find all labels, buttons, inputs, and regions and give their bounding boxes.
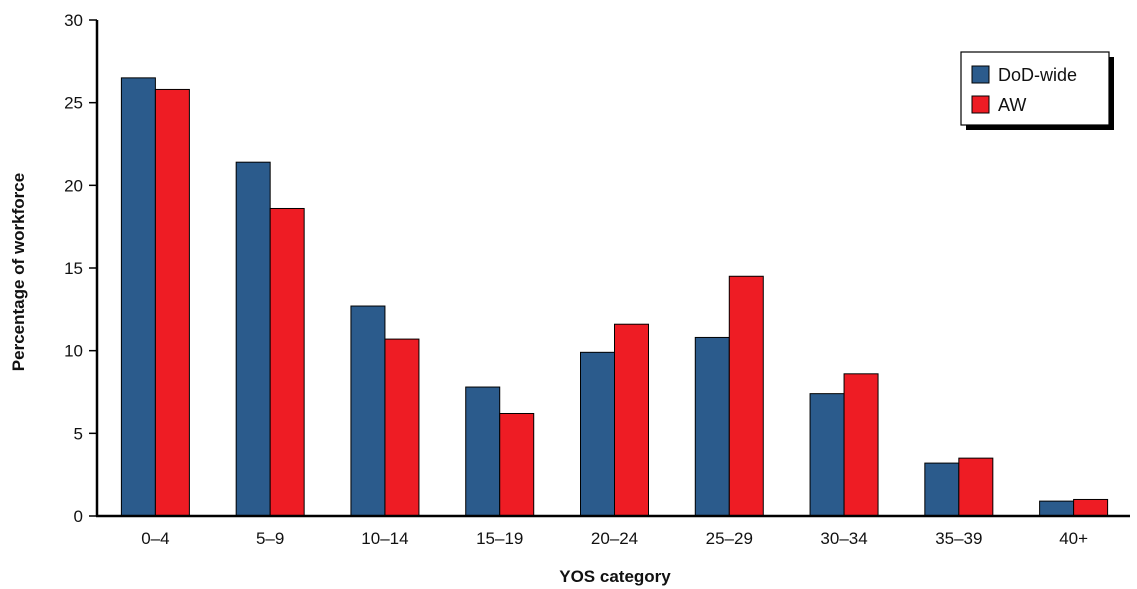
y-tick-label: 0 bbox=[74, 507, 83, 526]
x-tick-label: 15–19 bbox=[476, 529, 523, 548]
y-tick-label: 10 bbox=[64, 342, 83, 361]
legend-box bbox=[960, 51, 1110, 126]
y-ticks: 0 5 10 15 20 25 30 bbox=[64, 11, 97, 526]
y-axis-title: Percentage of workforce bbox=[9, 173, 28, 371]
y-axis: 0 5 10 15 20 25 30 bbox=[64, 11, 99, 526]
x-tick-label: 5–9 bbox=[256, 529, 284, 548]
bar-aw-7 bbox=[958, 457, 994, 517]
bar-aw-0 bbox=[154, 88, 190, 517]
bar-dod-wide-2 bbox=[350, 305, 386, 517]
bar-aw-6 bbox=[843, 373, 879, 517]
bar-aw-5 bbox=[728, 275, 764, 517]
bar-dod-wide-6 bbox=[809, 393, 845, 517]
bars-group bbox=[120, 77, 1109, 517]
y-tick-label: 30 bbox=[64, 11, 83, 30]
bar-dod-wide-4 bbox=[580, 351, 615, 517]
x-tick-label: 10–14 bbox=[361, 529, 408, 548]
bar-aw-3 bbox=[499, 412, 535, 517]
bar-dod-wide-8 bbox=[1039, 500, 1075, 517]
bar-dod-wide-7 bbox=[924, 462, 960, 517]
x-tick-label: 0–4 bbox=[141, 529, 169, 548]
y-tick-label: 25 bbox=[64, 94, 83, 113]
bar-aw-8 bbox=[1073, 498, 1109, 517]
x-tick-label: 35–39 bbox=[935, 529, 982, 548]
legend-items: DoD-wide AW bbox=[971, 65, 1077, 115]
bar-aw-4 bbox=[614, 323, 649, 517]
y-tick-label: 20 bbox=[64, 176, 83, 195]
x-tick-label: 30–34 bbox=[820, 529, 867, 548]
bar-dod-wide-0 bbox=[120, 77, 156, 517]
x-tick-label: 20–24 bbox=[591, 529, 638, 548]
bar-aw-2 bbox=[384, 338, 420, 517]
x-axis-title: YOS category bbox=[559, 567, 671, 586]
bar-dod-wide-1 bbox=[235, 161, 271, 517]
legend-label: AW bbox=[998, 95, 1026, 115]
x-tick-label: 25–29 bbox=[706, 529, 753, 548]
x-ticks: 0–4 5–9 10–14 15–19 20–24 25–29 30–34 35–39 40+ bbox=[141, 529, 1088, 548]
legend-swatch bbox=[971, 65, 990, 84]
x-axis: 0–4 5–9 10–14 15–19 20–24 25–29 30–34 35–39 40+ bbox=[96, 514, 1130, 548]
y-tick-label: 5 bbox=[74, 424, 83, 443]
legend-swatch bbox=[971, 95, 990, 114]
bar-aw-1 bbox=[269, 207, 305, 517]
y-tick-label: 15 bbox=[64, 259, 83, 278]
bar-dod-wide-5 bbox=[694, 336, 730, 517]
x-tick-label: 40+ bbox=[1059, 529, 1088, 548]
legend-label: DoD-wide bbox=[998, 65, 1077, 85]
bar-dod-wide-3 bbox=[465, 386, 501, 517]
legend: DoD-wide AW bbox=[960, 51, 1114, 130]
